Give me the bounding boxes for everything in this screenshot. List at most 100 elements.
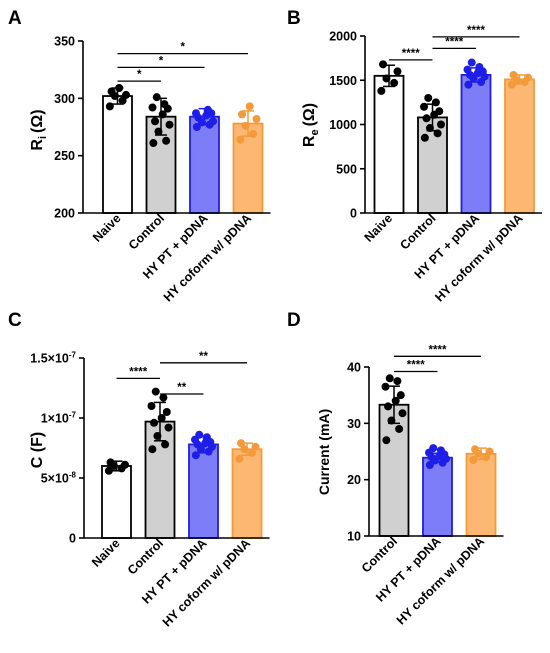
- y-tick-label-base: 5×10: [41, 472, 69, 486]
- y-tick-label: 0: [69, 532, 76, 546]
- significance-label: **: [199, 351, 208, 363]
- data-point: [236, 135, 245, 144]
- panel-letter: C: [8, 310, 22, 331]
- y-axis-label-subscript: i: [37, 136, 49, 139]
- significance-label: **: [177, 382, 186, 394]
- data-point: [396, 391, 405, 400]
- data-point: [107, 87, 116, 96]
- y-tick-exponent: -8: [69, 471, 77, 480]
- data-point: [248, 448, 257, 457]
- data-point: [151, 387, 160, 396]
- y-tick-label: 5×10-8: [41, 471, 77, 486]
- significance-label: ****: [445, 36, 463, 48]
- data-point: [435, 107, 444, 116]
- data-point: [485, 447, 494, 456]
- y-axis-label-main: R: [29, 139, 46, 151]
- data-point: [159, 393, 168, 402]
- y-axis-label: Re (Ω): [301, 103, 321, 147]
- data-point: [393, 67, 402, 76]
- data-point: [384, 402, 393, 411]
- panel-letter: A: [8, 8, 22, 29]
- y-tick-label: 1×10-7: [41, 411, 77, 426]
- data-point: [157, 414, 166, 422]
- y-axis-label-text: C (F): [29, 432, 46, 468]
- data-point: [379, 60, 388, 69]
- data-point: [463, 65, 472, 74]
- panel-c: C 0 5×10-8 1×10-7 1.5×10-7 C (F) Naive ControlH…: [8, 310, 270, 629]
- data-point: [387, 416, 396, 425]
- data-point: [240, 445, 249, 454]
- y-tick-label: 0: [350, 207, 357, 221]
- data-point: [429, 444, 438, 453]
- data-point: [105, 102, 114, 111]
- bar: [417, 116, 448, 214]
- data-point: [424, 93, 433, 102]
- data-point: [160, 100, 169, 109]
- data-point: [154, 127, 163, 136]
- data-point: [467, 58, 476, 67]
- data-point: [147, 402, 156, 410]
- y-tick-label: 20: [347, 473, 361, 487]
- y-tick-label: 30: [347, 417, 361, 431]
- bar: [422, 456, 453, 537]
- data-point: [381, 382, 390, 391]
- data-point: [241, 121, 250, 130]
- significance-label: *: [159, 55, 164, 67]
- category-label: HY coform w/ pDNA: [160, 536, 253, 629]
- panel-letter: B: [287, 8, 301, 29]
- data-point: [420, 102, 428, 111]
- data-point: [150, 418, 159, 427]
- data-point: [433, 129, 442, 138]
- data-point: [251, 442, 260, 451]
- y-tick-label-base: 40: [347, 361, 361, 375]
- bar: [189, 115, 220, 214]
- category-label: Naive: [89, 536, 123, 570]
- data-point: [475, 62, 484, 71]
- category-label: HY coform w/ pDNA: [432, 211, 525, 304]
- y-tick-label: 200: [54, 207, 75, 221]
- data-point: [431, 98, 440, 107]
- bar: [231, 448, 263, 539]
- y-axis-label-unit: (Ω): [29, 109, 46, 132]
- data-point: [252, 114, 261, 123]
- data-point: [393, 377, 402, 386]
- y-tick-label-base: 2000: [329, 30, 357, 44]
- y-tick-label-base: 500: [336, 162, 357, 176]
- data-point: [209, 117, 217, 126]
- y-tick-label: 10: [347, 530, 361, 544]
- y-tick-exponent: -7: [69, 411, 77, 420]
- y-tick-label: 1.5×10-7: [30, 351, 76, 366]
- significance-label: ****: [402, 48, 420, 60]
- data-point: [115, 84, 124, 93]
- data-point: [249, 129, 258, 138]
- category-label: Control: [397, 211, 438, 252]
- data-point: [382, 436, 391, 445]
- y-tick-label: 40: [347, 361, 361, 375]
- data-point: [149, 139, 158, 148]
- data-point: [382, 74, 391, 83]
- y-axis-label: C (F): [29, 432, 46, 468]
- bar: [373, 74, 405, 214]
- data-point: [425, 124, 434, 133]
- data-point: [385, 374, 394, 383]
- category-label: HY coform w/ pDNA: [161, 211, 254, 304]
- data-point: [238, 110, 247, 119]
- panel-letter: D: [287, 310, 301, 331]
- data-point: [395, 424, 404, 433]
- y-tick-label-base: 250: [54, 149, 75, 163]
- y-tick-label: 1000: [329, 118, 357, 132]
- category-label: Control: [125, 536, 166, 577]
- data-point: [195, 430, 204, 439]
- y-tick-label-base: 20: [347, 473, 361, 487]
- y-tick-label-base: 10: [347, 530, 361, 544]
- data-point: [422, 114, 431, 123]
- data-point: [162, 136, 171, 145]
- data-point: [235, 454, 244, 463]
- data-point: [237, 439, 246, 448]
- data-point: [202, 433, 211, 442]
- data-point: [509, 70, 518, 79]
- significance-label: ****: [129, 366, 147, 378]
- data-point: [398, 409, 407, 418]
